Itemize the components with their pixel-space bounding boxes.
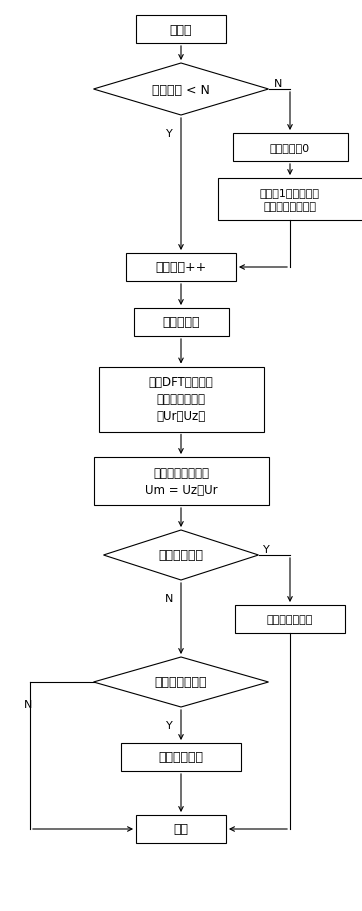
Bar [126, 254, 236, 281]
Text: Y: Y [263, 545, 270, 555]
Bar [136, 815, 226, 843]
Text: Y: Y [166, 128, 172, 138]
Bar [134, 309, 228, 337]
Polygon shape [104, 530, 258, 580]
Bar [93, 457, 269, 506]
Polygon shape [93, 64, 269, 116]
Bar [121, 743, 241, 771]
Text: 初始化: 初始化 [170, 24, 192, 36]
Polygon shape [93, 657, 269, 707]
Text: N: N [165, 593, 173, 603]
Text: 采样计数 < N: 采样计数 < N [152, 84, 210, 97]
Text: 电压幅值过低: 电压幅值过低 [159, 549, 203, 562]
Bar [136, 16, 226, 44]
Text: 采用DFT计算电压
通道的实、虚部
（Ur，Uz）: 采用DFT计算电压 通道的实、虚部 （Ur，Uz） [149, 376, 213, 423]
Text: 采样计数++: 采样计数++ [155, 261, 207, 274]
Text: 构造一个新的信号
Um = Uz＊Ur: 构造一个新的信号 Um = Uz＊Ur [145, 466, 217, 496]
Text: 是否正向过零点: 是否正向过零点 [155, 676, 207, 689]
Text: 采集新数据: 采集新数据 [162, 316, 200, 329]
Text: 计算新的频率: 计算新的频率 [159, 751, 203, 763]
Bar [235, 605, 345, 633]
Bar [98, 367, 264, 432]
Text: 采样计数清0: 采样计数清0 [270, 143, 310, 153]
Text: N: N [274, 79, 283, 89]
Text: N: N [24, 700, 32, 710]
Text: 结束: 结束 [173, 823, 189, 835]
Text: 根据前1周计算频率
调整本周采样频率: 根据前1周计算频率 调整本周采样频率 [260, 189, 320, 211]
Bar [218, 179, 362, 220]
Text: Y: Y [166, 721, 172, 731]
Text: 频率恢复默认值: 频率恢复默认值 [267, 614, 313, 624]
Bar [232, 134, 348, 162]
